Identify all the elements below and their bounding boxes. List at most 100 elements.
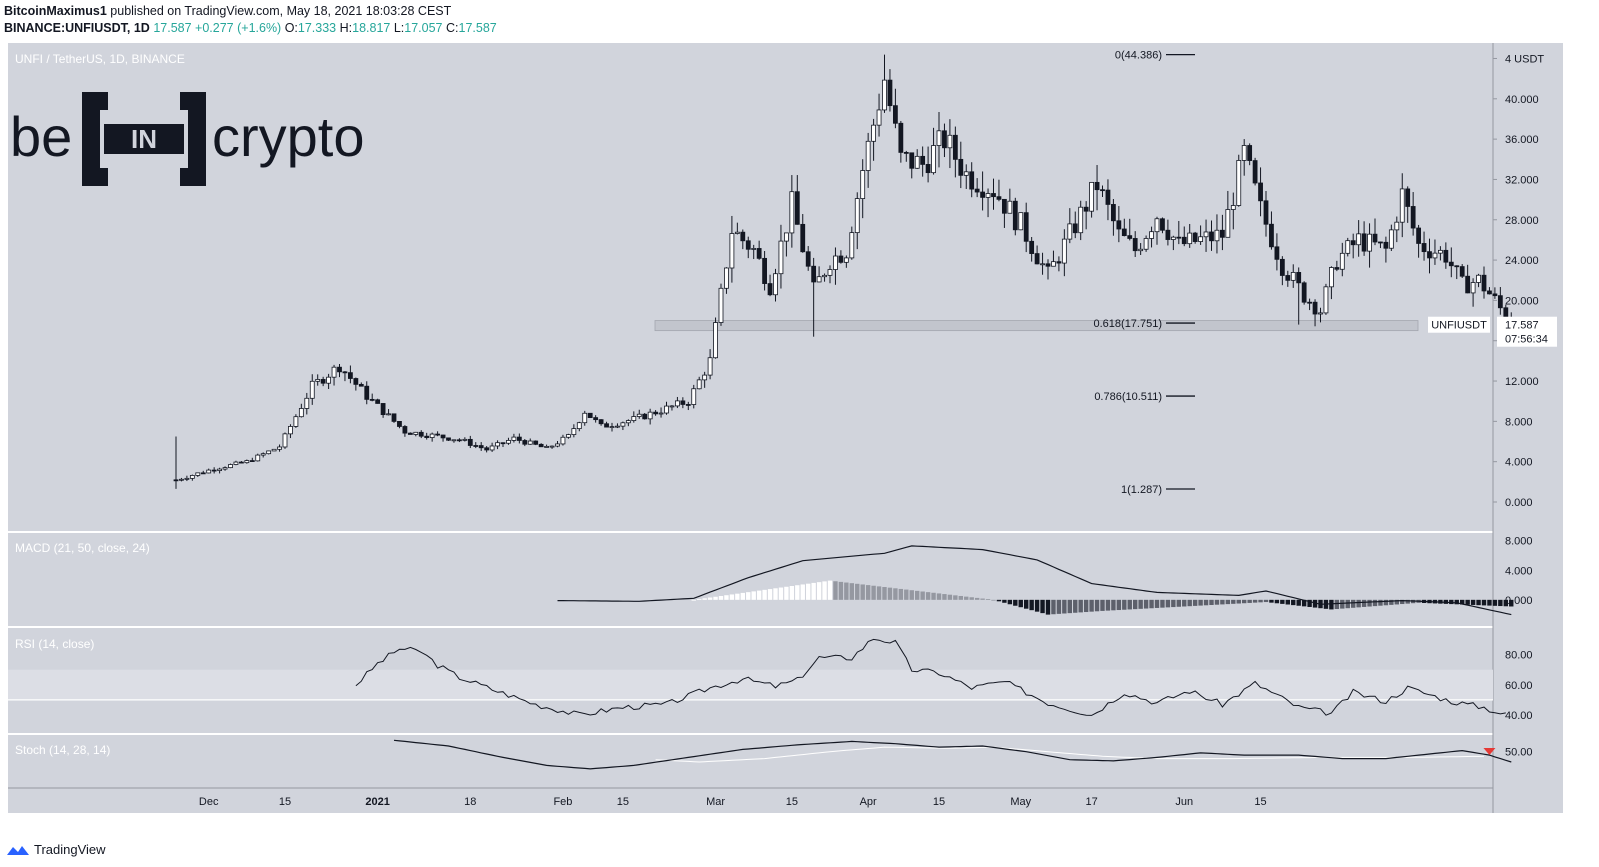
candle-body — [506, 440, 511, 444]
candle — [1318, 307, 1323, 323]
candle-body — [418, 431, 424, 437]
fib-level-label: 0(44.386) — [1115, 50, 1162, 62]
footer: TradingView — [6, 842, 106, 857]
candle-body — [1416, 227, 1421, 244]
candle — [1465, 264, 1471, 294]
macd-histogram-bar — [729, 594, 735, 600]
candle-body — [707, 357, 713, 376]
candle — [773, 268, 778, 302]
candle-body — [1220, 229, 1225, 238]
candle — [1252, 157, 1258, 186]
macd-histogram-bar — [898, 588, 904, 600]
candle-body — [1296, 272, 1302, 284]
candle-body — [778, 240, 784, 275]
stoch-title: Stoch (14, 28, 14) — [15, 743, 110, 757]
macd-pane[interactable] — [8, 533, 1493, 626]
candle-body — [767, 283, 773, 296]
time-tick-label: 18 — [464, 796, 476, 808]
support-zone — [654, 320, 1419, 332]
stoch-pane[interactable] — [8, 735, 1493, 788]
macd-histogram-bar — [1143, 599, 1149, 609]
macd-histogram-bar — [1024, 599, 1029, 609]
macd-histogram-bar — [735, 593, 740, 600]
candle-body — [811, 265, 817, 283]
macd-histogram-bar — [1105, 599, 1111, 611]
candle-body — [1432, 252, 1438, 259]
candle — [173, 436, 179, 489]
candle — [309, 374, 315, 405]
candle — [1007, 188, 1013, 214]
candle — [696, 376, 702, 390]
candle — [484, 446, 490, 453]
candle-body — [288, 426, 293, 435]
candle — [1416, 224, 1421, 258]
candle-body — [729, 233, 735, 269]
candle-body — [266, 450, 272, 455]
candle-body — [271, 448, 277, 452]
candle-body — [413, 431, 419, 435]
candle — [1476, 273, 1481, 288]
macd-histogram-bar — [1252, 599, 1258, 603]
candle — [375, 398, 381, 404]
candle-body — [538, 443, 544, 448]
candle-body — [527, 440, 533, 445]
macd-histogram-bar — [784, 586, 789, 600]
candle — [1094, 165, 1100, 211]
macd-histogram-bar — [1073, 599, 1078, 613]
candle-body — [1225, 209, 1231, 238]
price-axis[interactable] — [1493, 43, 1563, 813]
candle-body — [244, 460, 250, 464]
candle — [729, 215, 735, 283]
macd-histogram-bar — [942, 594, 947, 600]
candle — [1432, 239, 1438, 265]
candle — [1454, 265, 1460, 280]
candle — [1301, 281, 1307, 305]
tradingview-cloud-icon — [7, 845, 29, 855]
candle — [1443, 242, 1449, 269]
macd-histogram-bar — [1138, 599, 1143, 609]
time-tick-label: 2021 — [365, 796, 389, 808]
candle — [1258, 167, 1263, 217]
candle — [734, 222, 740, 235]
candle-body — [478, 445, 484, 449]
candle — [217, 467, 223, 474]
ohlc-line: BINANCE:UNFIUSDT, 1D 17.587 +0.277 (+1.6… — [4, 20, 497, 37]
macd-histogram-bar — [920, 591, 925, 600]
candle — [1329, 266, 1334, 300]
macd-histogram-bar — [1225, 599, 1231, 605]
candle-body — [184, 477, 190, 480]
price-tick-label: 28.000 — [1505, 215, 1539, 227]
candle-body — [718, 287, 724, 323]
candle-body — [947, 134, 953, 149]
candle-body — [1170, 236, 1176, 240]
candle-body — [1307, 301, 1312, 304]
candles[interactable] — [173, 54, 1514, 489]
candle — [1497, 287, 1503, 315]
tradingview-brand[interactable]: TradingView — [34, 842, 106, 857]
macd-histogram-bar — [795, 585, 800, 600]
macd-histogram-bar — [1100, 599, 1105, 611]
candle-body — [898, 122, 904, 153]
macd-histogram-bar — [1116, 599, 1122, 611]
last-price: 17.587 — [153, 21, 192, 35]
candle-body — [1394, 221, 1400, 231]
macd-histogram-bar — [991, 599, 996, 601]
candle-body — [800, 223, 806, 253]
macd-histogram-bar — [702, 598, 707, 600]
candle — [549, 445, 555, 449]
candle — [604, 421, 609, 428]
time-tick-label: 17 — [1085, 796, 1097, 808]
candle — [200, 470, 206, 475]
main-pane[interactable] — [8, 43, 1493, 531]
candle — [1089, 181, 1094, 218]
rsi-line — [355, 638, 1506, 716]
time-axis[interactable] — [8, 788, 1493, 813]
macd-histogram-bar — [980, 598, 985, 600]
author-name[interactable]: BitcoinMaximus1 — [4, 4, 107, 18]
macd-histogram-bar — [1111, 599, 1116, 611]
candle-body — [1045, 263, 1051, 267]
candle — [440, 434, 446, 442]
macd-histogram-bar — [1263, 599, 1269, 603]
candle — [260, 452, 266, 458]
